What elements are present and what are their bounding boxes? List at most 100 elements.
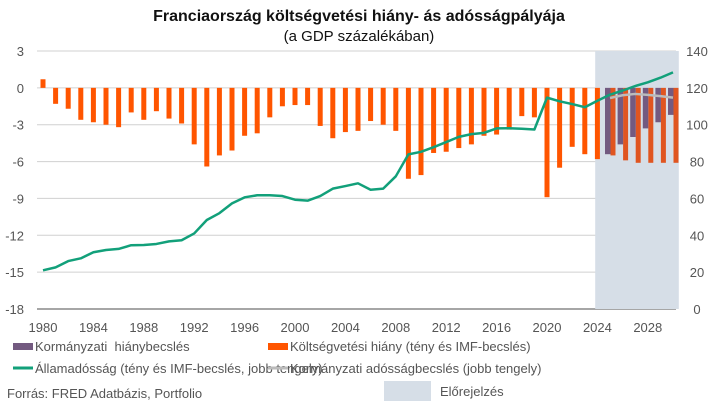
bars [40,79,679,198]
right-tick-label: 40 [690,228,704,243]
gov-deficit-bar [605,87,611,155]
deficit-bar [456,87,462,149]
deficit-bar [557,87,563,168]
deficit-bar [623,87,629,161]
deficit-bar [506,87,512,130]
x-tick-label: 1992 [180,320,209,335]
deficit-bar [481,87,487,136]
x-tick-label: 2020 [533,320,562,335]
deficit-bar [582,87,588,155]
x-tick-label: 1980 [29,320,58,335]
x-tick-label: 2016 [482,320,511,335]
deficit-bar [569,87,575,147]
legend-label-forecast: Előrejelzés [440,384,504,399]
left-tick-label: 0 [17,81,24,96]
deficit-bar [153,87,159,112]
right-tick-label: 0 [693,302,700,317]
left-tick-label: -6 [12,155,24,170]
x-tick-label: 2004 [331,320,360,335]
deficit-bar [330,87,336,139]
deficit-bar [116,87,122,128]
deficit-bar [494,87,500,135]
deficit-bar [443,87,449,152]
legend-label-deficit: Költségvetési hiány (tény és IMF-becslés… [290,339,531,354]
deficit-bar [216,87,222,156]
deficit-bar [204,87,210,167]
deficit-bar [254,87,260,134]
deficit-bar [610,87,616,156]
deficit-bar [342,87,348,133]
x-tick-label: 1984 [79,320,108,335]
gov-deficit-bar [642,87,649,129]
x-tick-label: 2028 [633,320,662,335]
left-tick-label: -15 [5,265,24,280]
deficit-bar [90,87,96,123]
gov-deficit-bar [630,87,636,137]
right-tick-label: 60 [690,191,704,206]
left-tick-label: -12 [5,228,24,243]
deficit-bar [660,87,666,163]
deficit-bar [544,87,550,198]
deficit-bar [191,87,197,145]
right-tick-label: 80 [690,155,704,170]
deficit-bar [279,87,285,107]
gov-deficit-bar [655,87,661,123]
deficit-bar [418,87,424,176]
deficit-bar [305,87,311,106]
deficit-bar [519,87,525,117]
right-tick-label: 100 [686,118,708,133]
chart-title: Franciaország költségvetési hiány- ás ad… [153,8,565,25]
deficit-bar [166,87,172,119]
deficit-bar [128,87,134,113]
x-tick-label: 2008 [381,320,410,335]
deficit-bar [78,87,84,120]
deficit-bar [229,87,235,151]
lines [42,71,674,272]
deficit-bar [468,87,474,145]
source-note: Forrás: FRED Adatbázis, Portfolio [7,386,202,401]
deficit-bar [594,87,600,160]
deficit-bar [531,87,537,118]
x-tick-label: 2024 [583,320,612,335]
legend-label-debt: Államadósság (tény és IMF-becslés, jobb … [35,361,323,376]
left-tick-label: -18 [5,302,24,317]
deficit-bar [267,87,273,118]
deficit-bar [380,87,386,125]
deficit-bar [405,87,411,179]
x-tick-label: 1996 [230,320,259,335]
deficit-bar [292,87,298,106]
legend-swatch-deficit [268,343,288,350]
deficit-bar [317,87,323,126]
deficit-bar [368,87,374,122]
deficit-bar [179,87,185,124]
right-tick-label: 140 [686,44,708,59]
x-tick-label: 2000 [281,320,310,335]
left-tick-label: -9 [12,191,24,206]
left-tick-label: -3 [12,118,24,133]
deficit-bar [355,87,361,131]
deficit-bar [242,87,248,136]
x-tick-label: 1988 [129,320,158,335]
legend-swatch-forecast [384,381,431,401]
deficit-bar [648,87,654,163]
right-tick-label: 20 [690,265,704,280]
deficit-bar [673,87,679,163]
chart-subtitle: (a GDP százalékában) [284,28,435,45]
legend-label-gov-debt: Kormányzati adósságbecslés (jobb tengely… [290,361,541,376]
legend: Kormányzati hiánybecslés Költségvetési h… [13,339,541,401]
x-tick-label: 2012 [432,320,461,335]
left-tick-label: 3 [17,44,24,59]
gov-deficit-bar [617,87,624,145]
deficit-bar [65,87,71,109]
legend-swatch-gov-deficit [13,343,33,350]
gov-debt-line [609,92,674,100]
deficit-bar [431,87,437,153]
deficit-bar [53,87,59,104]
right-tick-label: 120 [686,81,708,96]
legend-label-gov-deficit: Kormányzati hiánybecslés [35,339,190,354]
debt-line [42,71,674,272]
deficit-bar [393,87,399,131]
deficit-bar [141,87,147,120]
deficit-bar [103,87,109,125]
